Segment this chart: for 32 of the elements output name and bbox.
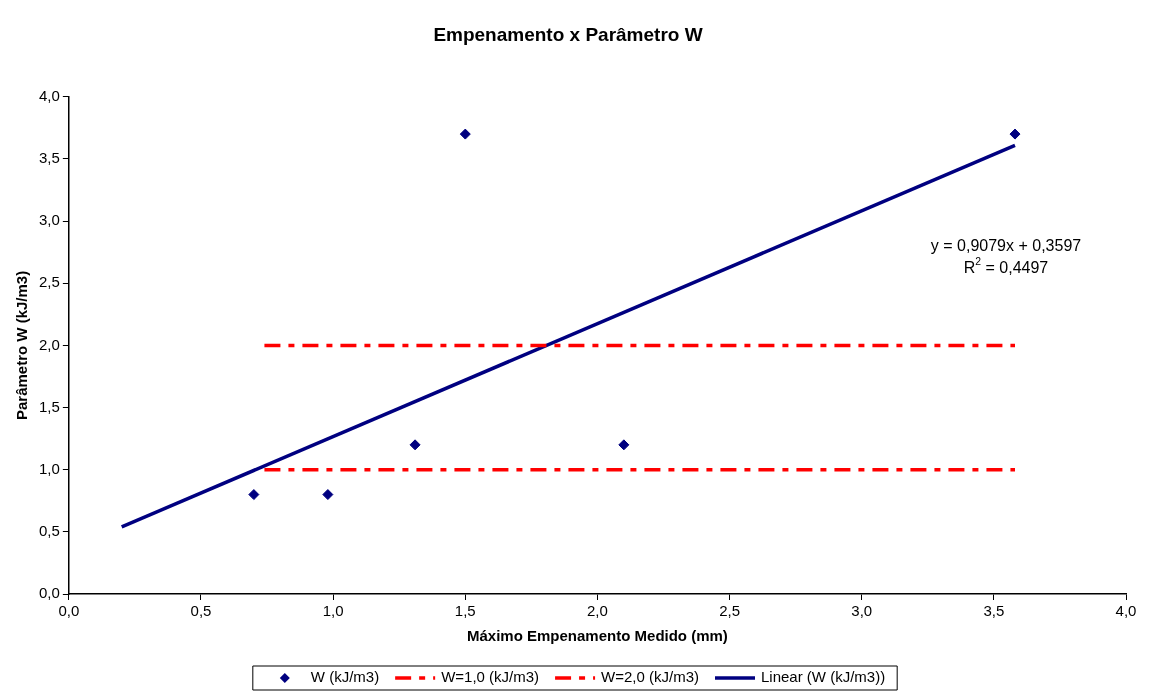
y-tick-label: 0,5: [38, 521, 60, 539]
legend-label: W=1,0 (kJ/m3): [441, 668, 540, 686]
chart-title: Empenamento x Parâmetro W: [433, 23, 703, 45]
y-tick-label: 1,0: [38, 459, 60, 477]
x-tick-label: 4,0: [1115, 602, 1137, 620]
annotation: y = 0,9079x + 0,3597: [930, 237, 1082, 255]
y-tick-label: 2,5: [38, 273, 60, 291]
point: [409, 439, 421, 451]
point: [322, 489, 334, 501]
x-tick-label: 3,5: [983, 602, 1005, 620]
legend-label: W (kJ/m3): [310, 668, 380, 686]
point: [248, 489, 260, 501]
x-tick-label: 0,5: [190, 602, 212, 620]
x-tick-label: 1,5: [454, 602, 476, 620]
y-tick-label: 0,0: [38, 584, 60, 602]
legend-label: Linear (W (kJ/m3)): [761, 668, 886, 686]
y-axis-title: Parâmetro W (kJ/m3): [13, 270, 31, 421]
x-tick-label: 1,0: [322, 602, 344, 620]
x-tick-label: 0,0: [58, 602, 80, 620]
x-tick-label: 2,0: [587, 602, 608, 620]
point: [618, 439, 630, 451]
y-tick-label: 4,0: [38, 86, 60, 104]
point: [459, 128, 471, 140]
x-tick-label: 2,5: [719, 602, 740, 620]
x-axis-title: Máximo Empenamento Medido (mm): [467, 627, 728, 645]
y-tick-label: 3,5: [38, 149, 60, 167]
y-tick-label: 2,0: [38, 335, 60, 353]
legend-label: W=2,0 (kJ/m3): [601, 668, 700, 686]
y-tick-label: 3,0: [38, 211, 60, 229]
x-tick-label: 3,0: [851, 602, 873, 620]
point: [1009, 128, 1021, 140]
y-tick-label: 1,5: [38, 397, 60, 415]
